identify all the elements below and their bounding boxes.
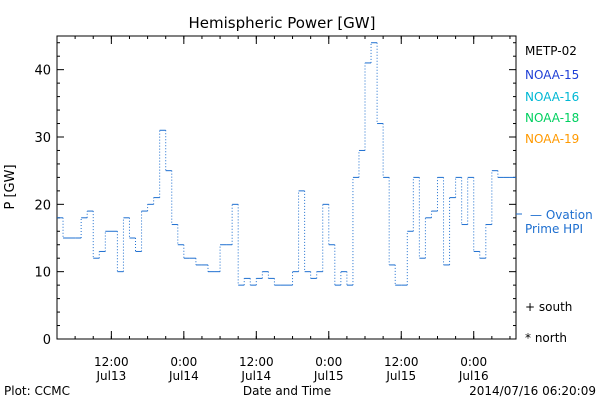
x-tick-time-label: 12:00 xyxy=(239,355,274,369)
y-tick-label: 10 xyxy=(34,266,51,281)
y-tick-label: 20 xyxy=(34,198,51,213)
x-tick-date-label: Jul15 xyxy=(385,369,416,383)
legend-south-marker: + south xyxy=(525,300,572,314)
x-tick-time-label: 12:00 xyxy=(94,355,129,369)
x-axis-ticks: 12:00Jul130:00Jul1412:00Jul140:00Jul1512… xyxy=(56,36,511,383)
chart-title: Hemispheric Power [GW] xyxy=(189,14,376,32)
hemispheric-power-series xyxy=(57,42,516,286)
x-tick-time-label: 0:00 xyxy=(315,355,342,369)
legend-north-marker: * north xyxy=(525,331,567,345)
x-tick-time-label: 0:00 xyxy=(170,355,197,369)
y-tick-label: 40 xyxy=(34,64,51,79)
legend-entry-noaa18: NOAA-18 xyxy=(525,111,579,125)
footer-timestamp: 2014/07/16 06:20:09 xyxy=(469,384,596,398)
legend-ovation-line2: Prime HPI xyxy=(525,222,583,236)
x-tick-date-label: Jul16 xyxy=(458,369,489,383)
y-axis-ticks: 0 10 20 30 40 xyxy=(34,42,516,348)
legend-entry-noaa16: NOAA-16 xyxy=(525,90,579,104)
x-tick-date-label: Jul13 xyxy=(95,369,126,383)
x-tick-date-label: Jul15 xyxy=(313,369,344,383)
legend-entry-metp02: METP-02 xyxy=(525,44,577,58)
x-tick-time-label: 0:00 xyxy=(460,355,487,369)
footer-plot-credit: Plot: CCMC xyxy=(4,384,70,398)
y-axis-label: P [GW] xyxy=(3,164,18,209)
x-tick-date-label: Jul14 xyxy=(240,369,271,383)
legend-entry-noaa15: NOAA-15 xyxy=(525,68,579,82)
legend-entry-noaa19: NOAA-19 xyxy=(525,132,579,146)
y-tick-label: 30 xyxy=(34,131,51,146)
y-tick-label: 0 xyxy=(43,333,51,348)
plot-frame xyxy=(56,35,517,340)
x-tick-time-label: 12:00 xyxy=(384,355,419,369)
legend: METP-02 NOAA-15 NOAA-16 NOAA-18 NOAA-19 … xyxy=(516,44,593,345)
legend-ovation-line1: — Ovation xyxy=(530,208,593,222)
x-axis-label: Date and Time xyxy=(243,384,331,398)
x-tick-date-label: Jul14 xyxy=(168,369,199,383)
